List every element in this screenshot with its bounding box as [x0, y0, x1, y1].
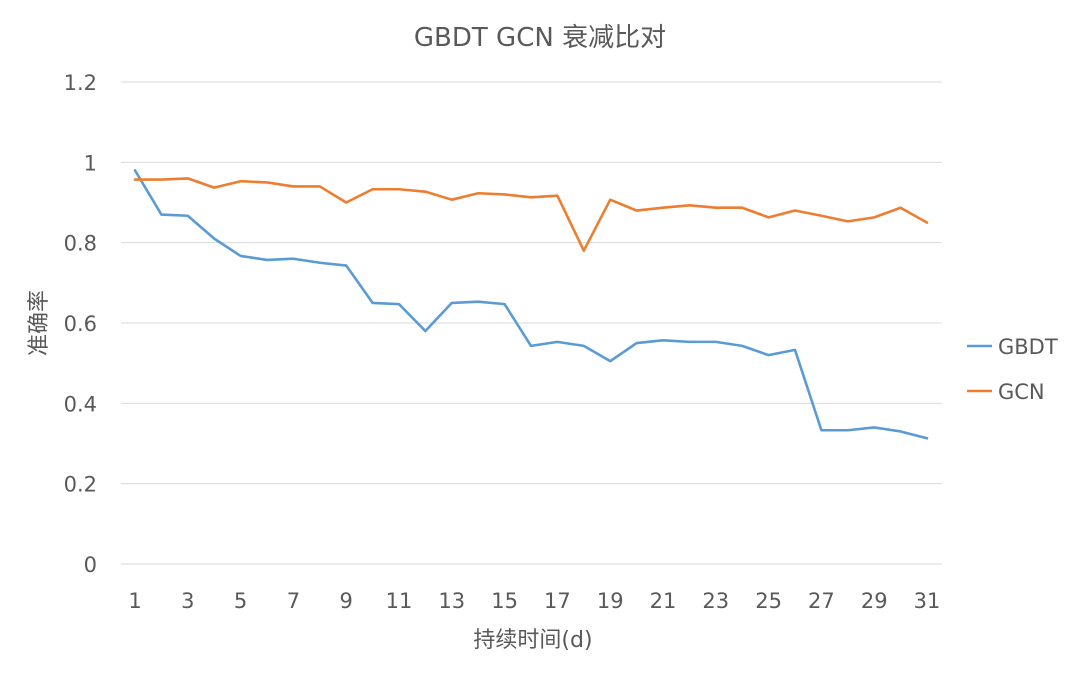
x-tick-label: 11	[386, 589, 413, 613]
x-tick-label: 7	[287, 589, 300, 613]
y-tick-label: 0	[84, 553, 97, 577]
y-tick-label: 0.4	[64, 392, 97, 416]
series-line-gbdt	[133, 169, 929, 440]
x-axis-label: 持续时间(d)	[473, 628, 592, 653]
y-tick-label: 1.2	[64, 71, 97, 95]
x-tick-label: 31	[914, 589, 941, 613]
x-tick-label: 9	[340, 589, 353, 613]
x-tick-label: 29	[861, 589, 888, 613]
x-tick-label: 19	[597, 589, 624, 613]
legend-label-gcn: GCN	[998, 380, 1045, 404]
chart-title: GBDT GCN 衰减比对	[414, 23, 666, 53]
legend: GBDT GCN	[967, 335, 1058, 404]
x-tick-label: 17	[544, 589, 571, 613]
y-tick-label: 1	[84, 151, 97, 175]
series-lines	[133, 169, 929, 440]
x-tick-label: 15	[491, 589, 518, 613]
y-axis-ticks: 0 0.2 0.4 0.6 0.8 1 1.2	[64, 71, 97, 577]
x-tick-label: 21	[650, 589, 677, 613]
x-tick-label: 25	[755, 589, 782, 613]
y-tick-label: 0.8	[64, 232, 97, 256]
y-tick-label: 0.6	[64, 312, 97, 336]
y-tick-label: 0.2	[64, 473, 97, 497]
y-axis-label: 准确率	[27, 290, 52, 356]
x-tick-label: 5	[234, 589, 247, 613]
x-tick-label: 13	[438, 589, 465, 613]
x-tick-label: 1	[128, 589, 141, 613]
series-line-gcn	[133, 177, 929, 252]
legend-label-gbdt: GBDT	[998, 335, 1058, 359]
gridlines	[121, 81, 942, 565]
x-tick-label: 3	[181, 589, 194, 613]
x-tick-label: 23	[702, 589, 729, 613]
x-tick-label: 27	[808, 589, 835, 613]
x-axis-ticks: 1 3 5 7 9 11 13 15 17 19 21 23 25 27 29 31	[128, 589, 940, 613]
